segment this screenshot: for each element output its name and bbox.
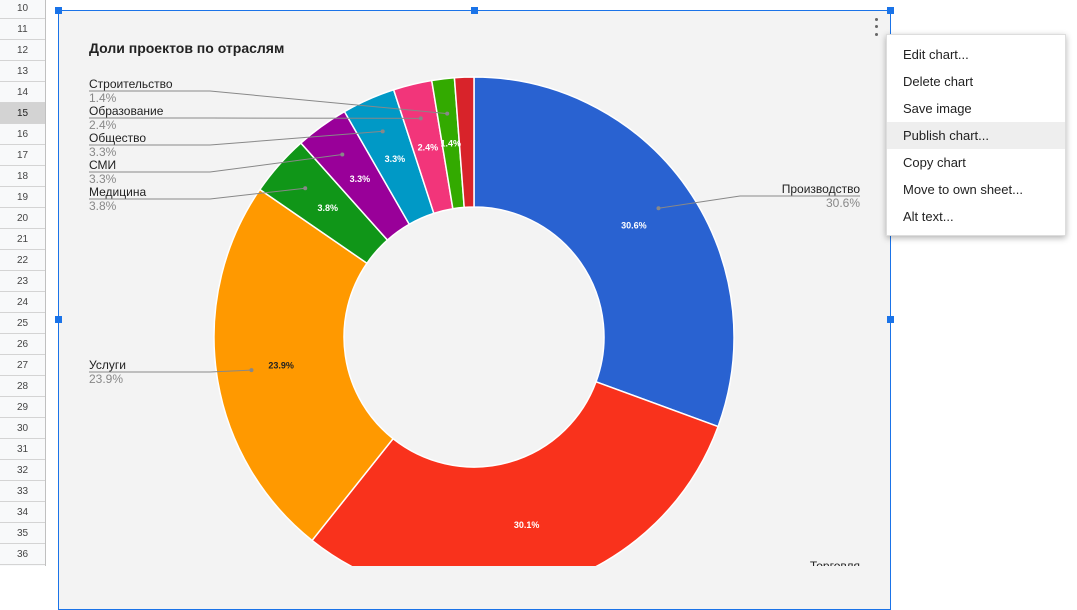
legend-percent-3: 3.8% (89, 199, 117, 213)
legend-percent-6: 2.4% (89, 118, 117, 132)
menu-item-1[interactable]: Delete chart (887, 68, 1065, 95)
legend-name-0: Производство (782, 182, 861, 196)
slice-value-label-4: 3.3% (350, 174, 371, 184)
legend-percent-4: 3.3% (89, 172, 117, 186)
slice-value-label-2: 23.9% (268, 361, 294, 371)
legend-percent-2: 23.9% (89, 372, 123, 386)
legend-percent-0: 30.6% (826, 196, 860, 210)
chart-title: Доли проектов по отраслям (89, 40, 284, 56)
slice-value-label-3: 3.8% (317, 203, 338, 213)
legend-name-2: Услуги (89, 358, 126, 372)
legend-name-6: Образование (89, 104, 164, 118)
slice-value-label-0: 30.6% (621, 220, 647, 230)
menu-item-0[interactable]: Edit chart... (887, 41, 1065, 68)
more-vert-icon (875, 18, 878, 21)
menu-item-4[interactable]: Copy chart (887, 149, 1065, 176)
donut-slice-0[interactable] (474, 77, 734, 427)
menu-item-3[interactable]: Publish chart... (887, 122, 1065, 149)
legend-name-1: Торговля (810, 559, 860, 566)
legend-name-4: СМИ (89, 158, 116, 172)
chart-more-options-button[interactable] (868, 16, 884, 38)
legend-percent-5: 3.3% (89, 145, 117, 159)
legend-name-3: Медицина (89, 185, 146, 199)
slice-value-label-6: 2.4% (418, 143, 439, 153)
slice-value-label-7: 1.4% (441, 138, 462, 148)
menu-item-2[interactable]: Save image (887, 95, 1065, 122)
slice-value-label-1: 30.1% (514, 520, 540, 530)
legend-name-7: Строительство (89, 77, 173, 91)
legend-percent-7: 1.4% (89, 91, 117, 105)
menu-item-5[interactable]: Move to own sheet... (887, 176, 1065, 203)
menu-item-6[interactable]: Alt text... (887, 203, 1065, 230)
legend-name-5: Общество (89, 131, 146, 145)
donut-slice-1[interactable] (312, 382, 718, 566)
slice-value-label-5: 3.3% (385, 154, 406, 164)
